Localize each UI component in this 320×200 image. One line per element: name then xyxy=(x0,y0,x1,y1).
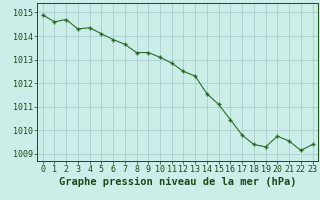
X-axis label: Graphe pression niveau de la mer (hPa): Graphe pression niveau de la mer (hPa) xyxy=(59,177,296,187)
